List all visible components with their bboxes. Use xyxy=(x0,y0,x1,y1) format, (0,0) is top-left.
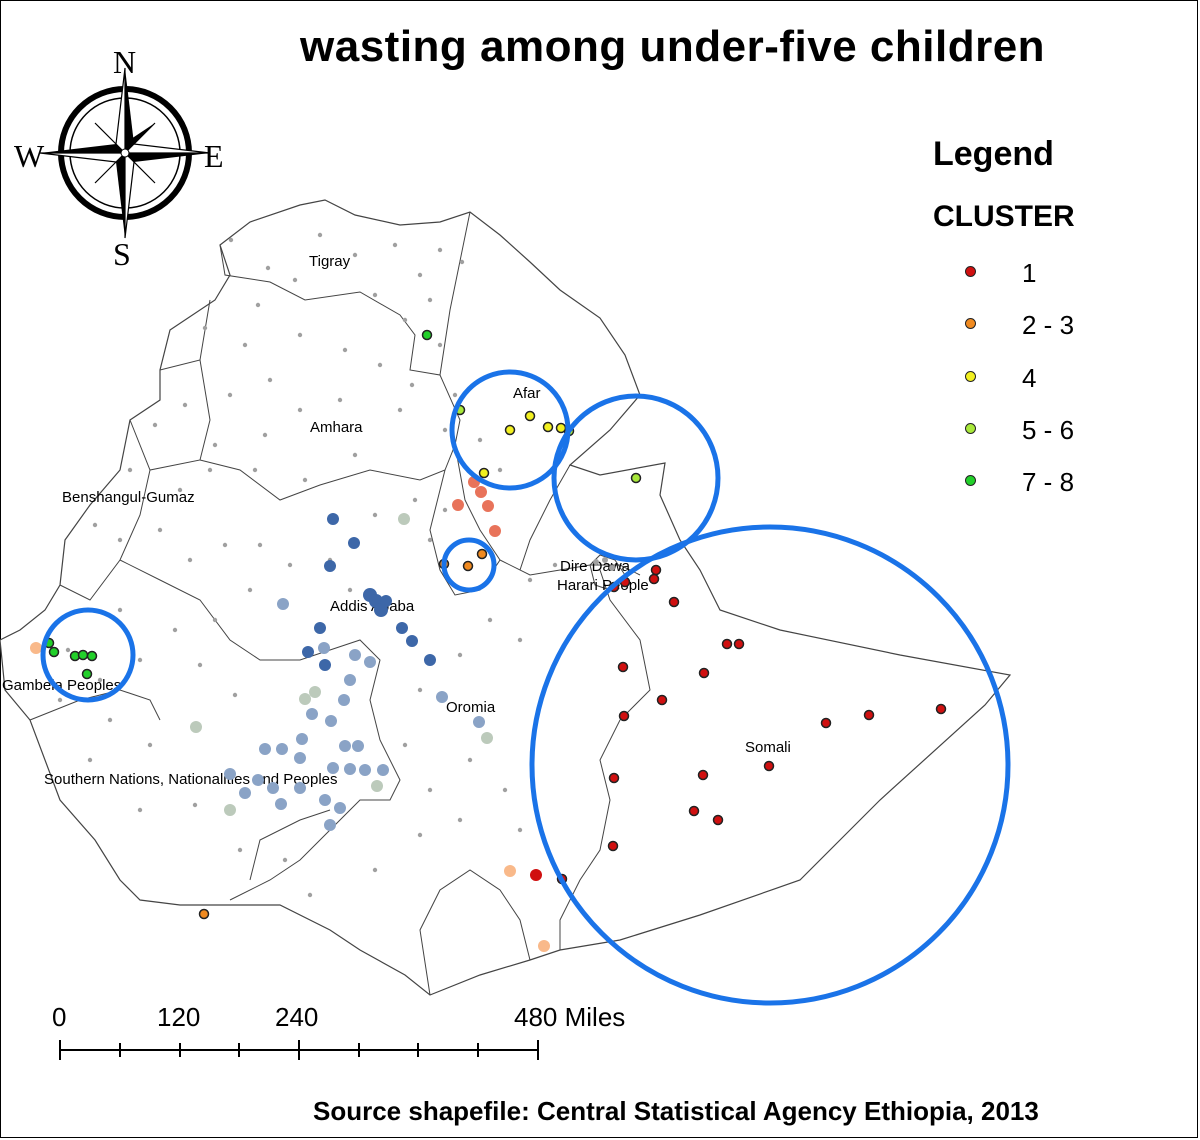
scale-label-240: 240 xyxy=(275,1002,319,1032)
source-caption: Source shapefile: Central Statistical Ag… xyxy=(313,1096,1039,1126)
compass-north-label: N xyxy=(113,44,137,80)
region-label-oromia: Oromia xyxy=(446,699,496,716)
cluster-ring-central xyxy=(441,537,497,593)
country-outline xyxy=(0,199,1012,996)
cluster-ring-somali xyxy=(529,524,1011,1006)
not-significant-points xyxy=(57,232,615,898)
region-boundaries xyxy=(29,211,651,996)
region-label-harari: Harari People xyxy=(557,577,649,594)
legend-label: 4 xyxy=(1022,363,1037,393)
legend-field-name: CLUSTER xyxy=(933,200,1075,233)
cluster-ring-afar-east xyxy=(551,393,721,563)
legend-swatch-icon xyxy=(965,371,976,382)
cluster-rings xyxy=(40,369,1011,1006)
compass-rose-icon xyxy=(39,67,211,239)
compass-west-label: W xyxy=(14,138,45,174)
cluster-ring-gambela xyxy=(40,607,136,703)
region-label-amhara: Amhara xyxy=(310,419,363,436)
scale-label-120: 120 xyxy=(157,1002,201,1032)
scale-bar xyxy=(59,1040,539,1060)
legend-swatch-icon xyxy=(965,475,976,486)
legend-swatch-icon xyxy=(965,423,976,434)
region-label-snnp: Southern Nations, Nationalities and Peop… xyxy=(44,771,338,788)
compass-east-label: E xyxy=(204,138,224,174)
map-title: wasting among under-five children xyxy=(300,22,1046,71)
scale-label-480: 480 Miles xyxy=(514,1002,626,1032)
legend-label: 2 - 3 xyxy=(1022,310,1075,340)
hotspot-points xyxy=(30,476,550,952)
scale-label-0: 0 xyxy=(52,1002,67,1032)
region-label-somali: Somali xyxy=(745,739,791,756)
region-label-tigray: Tigray xyxy=(309,253,351,270)
coldspot-points xyxy=(190,513,493,831)
legend-label: 5 - 6 xyxy=(1022,415,1075,445)
legend-label: 7 - 8 xyxy=(1022,467,1075,497)
legend-swatch-icon xyxy=(965,266,976,277)
region-label-afar: Afar xyxy=(513,385,541,402)
region-label-gambela: Gambela Peoples xyxy=(2,677,121,694)
legend-title: Legend xyxy=(933,135,1054,173)
legend-swatch-icon xyxy=(965,318,976,329)
region-label-benshangul: Benshangul-Gumaz xyxy=(62,489,195,506)
compass-south-label: S xyxy=(113,236,131,272)
legend-label: 1 xyxy=(1022,258,1037,288)
